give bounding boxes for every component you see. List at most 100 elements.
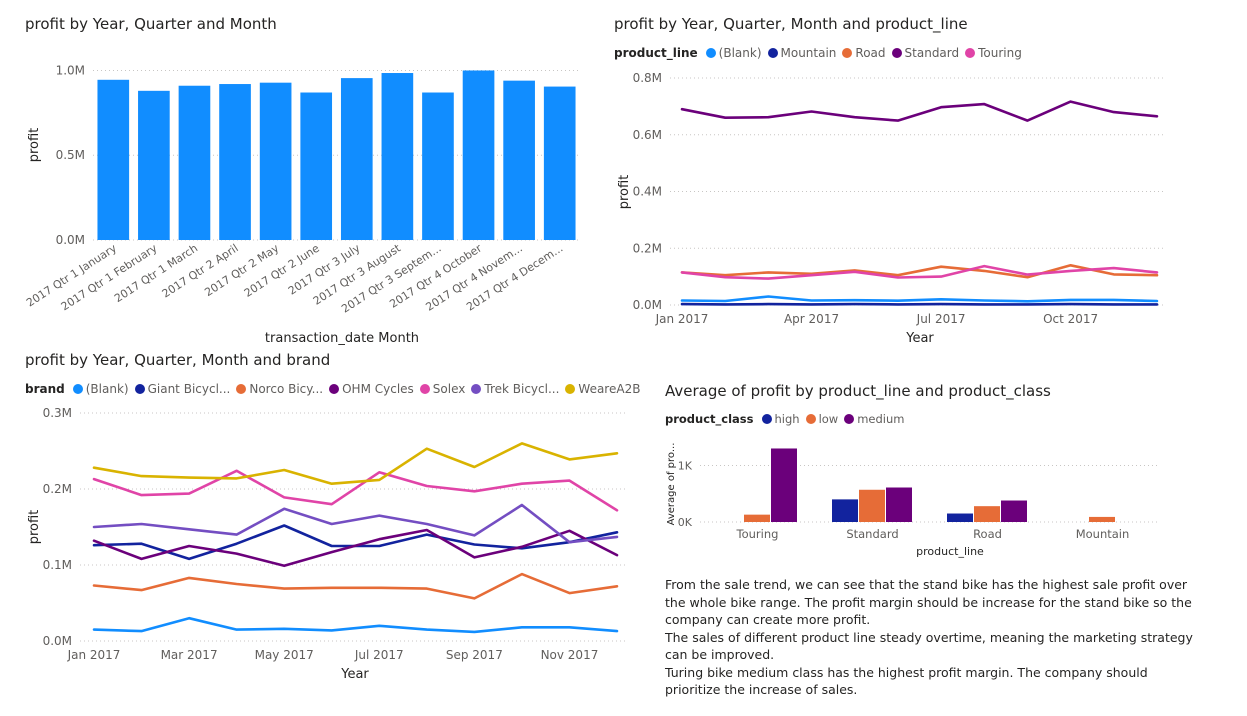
chart3-legend-item[interactable]: WeareA2B: [565, 382, 640, 396]
chart2-legend-item[interactable]: (Blank): [705, 46, 762, 60]
insight-note-2: The sales of different product line stea…: [665, 629, 1193, 663]
chart2-xtick-label: Jan 2017: [655, 312, 709, 326]
chart3-legend-label: Solex: [432, 382, 466, 396]
chart1-bar: [97, 79, 130, 240]
chart2-legend-title: product_line: [614, 46, 698, 60]
chart2-legend-item[interactable]: Mountain: [767, 46, 837, 60]
chart2-legend-dot: [767, 48, 778, 58]
chart3-legend-dot: [329, 384, 340, 394]
chart1-bar: [381, 73, 414, 241]
chart3-legend-item[interactable]: Trek Bicycl...: [471, 382, 559, 396]
chart1-ytick-label: 0.5M: [56, 148, 85, 162]
chart2-x-axis-title: Year: [905, 331, 934, 346]
chart2-xtick-label: Oct 2017: [1043, 312, 1098, 326]
chart2-legend-item[interactable]: Road: [842, 46, 886, 60]
chart3-xtick-label: Nov 2017: [541, 648, 599, 662]
chart3-xtick-label: Mar 2017: [161, 648, 218, 662]
chart2-ytick-label: 0.6M: [633, 128, 662, 142]
chart2-xtick-label: Apr 2017: [784, 312, 839, 326]
chart1-bar: [543, 86, 576, 240]
chart2-legend-label: (Blank): [718, 46, 762, 60]
chart2-ytick-label: 0.0M: [633, 298, 662, 312]
chart2-ytick-label: 0.8M: [633, 71, 662, 85]
chart3-legend-label: (Blank): [85, 382, 129, 396]
chart2-legend-dot: [705, 48, 716, 58]
chart4-bar: [947, 513, 973, 522]
chart4-xtick-label: Standard: [846, 527, 898, 541]
chart4-bar: [771, 448, 797, 522]
insight-notes: From the sale trend, we can see that the…: [665, 576, 1205, 699]
chart1-bar: [340, 78, 373, 240]
chart2-legend-item[interactable]: Standard: [891, 46, 959, 60]
chart2-series-line: [680, 263, 1159, 279]
chart2-legend-label: Mountain: [780, 46, 837, 60]
chart3-legend-item[interactable]: Norco Bicy...: [236, 382, 323, 396]
chart4-title: Average of profit by product_line and pr…: [665, 382, 1051, 400]
chart4-legend: product_class high low medium: [665, 412, 910, 426]
chart4-legend-dot: [805, 414, 816, 424]
chart3-legend: brand (Blank) Giant Bicycl... Norco Bicy..…: [25, 382, 646, 396]
chart3-ytick-label: 0.0M: [43, 634, 72, 648]
chart4-legend-title: product_class: [665, 412, 754, 426]
chart4-legend-label: medium: [857, 412, 905, 426]
chart1-bar: [138, 90, 170, 240]
chart3-legend-dot: [72, 384, 83, 394]
chart1-bar: [503, 80, 535, 241]
chart2-title: profit by Year, Quarter, Month and produ…: [614, 15, 968, 33]
chart3-xtick-label: Sep 2017: [446, 648, 503, 662]
chart4-x-axis-title: product_line: [916, 545, 984, 558]
chart1-bar: [219, 84, 251, 241]
chart4-legend-label: low: [818, 412, 839, 426]
chart1-y-axis-title: profit: [27, 128, 42, 163]
chart2-legend-dot: [965, 48, 976, 58]
chart3-x-axis-title: Year: [340, 667, 369, 682]
chart1-title: profit by Year, Quarter and Month: [25, 15, 277, 33]
chart2-legend: product_line (Blank) Mountain Road Standard…: [614, 46, 1028, 60]
chart4-bar: [1089, 516, 1115, 522]
chart2-legend-dot: [842, 48, 853, 58]
chart3-legend-label: OHM Cycles: [342, 382, 414, 396]
chart4-bar: [744, 514, 770, 522]
chart4-bar: [1001, 500, 1027, 522]
chart2-series-line: [680, 100, 1159, 122]
chart3-svg: 0.0M 0.1M 0.2M 0.3M Jan 2017 Mar 2017 May 2017…: [27, 406, 625, 682]
chart3-ytick-label: 0.1M: [43, 558, 72, 572]
chart3-legend-item[interactable]: OHM Cycles: [329, 382, 414, 396]
chart3-legend-label: Norco Bicy...: [249, 382, 324, 396]
chart3-series-line: [92, 616, 619, 634]
chart1-bar: [422, 92, 454, 240]
chart3-ytick-label: 0.3M: [43, 406, 72, 420]
chart2-ytick-label: 0.4M: [633, 185, 662, 199]
chart3-xtick-label: Jan 2017: [67, 648, 121, 662]
chart1-bar: [300, 92, 333, 240]
chart4-xtick-label: Road: [973, 527, 1002, 541]
chart4-legend-dot: [761, 414, 772, 424]
chart1-x-axis-title: transaction_date Month: [265, 331, 419, 346]
insight-note-1: From the sale trend, we can see that the…: [665, 577, 1192, 627]
chart3-series-line: [92, 572, 619, 600]
chart3-legend-label: WeareA2B: [578, 382, 641, 396]
chart1-ytick-label: 1.0M: [56, 63, 85, 77]
chart1-bar: [178, 85, 211, 240]
chart3-series-line: [92, 469, 619, 512]
chart3-legend-item[interactable]: Solex: [419, 382, 466, 396]
chart4-xtick-label: Mountain: [1076, 527, 1130, 541]
chart2-legend-label: Road: [855, 46, 886, 60]
chart3-xtick-label: Jul 2017: [354, 648, 404, 662]
chart3-legend-dot: [471, 384, 482, 394]
chart3-legend-item[interactable]: Giant Bicycl...: [134, 382, 231, 396]
chart3-legend-item[interactable]: (Blank): [72, 382, 129, 396]
insight-note-3: Turing bike medium class has the highest…: [665, 664, 1148, 698]
chart1-bar: [462, 70, 495, 240]
chart4-legend-item[interactable]: high: [761, 412, 800, 426]
chart3-legend-dot: [134, 384, 145, 394]
chart2-legend-item[interactable]: Touring: [965, 46, 1022, 60]
chart2-legend-label: Touring: [978, 46, 1022, 60]
chart2-legend-dot: [891, 48, 902, 58]
chart3-legend-dot: [565, 384, 576, 394]
chart4-legend-item[interactable]: medium: [844, 412, 904, 426]
chart4-bar: [859, 489, 885, 522]
chart4-legend-item[interactable]: low: [805, 412, 839, 426]
chart3-legend-label: Giant Bicycl...: [147, 382, 231, 396]
chart4-xtick-label: Touring: [736, 527, 779, 541]
